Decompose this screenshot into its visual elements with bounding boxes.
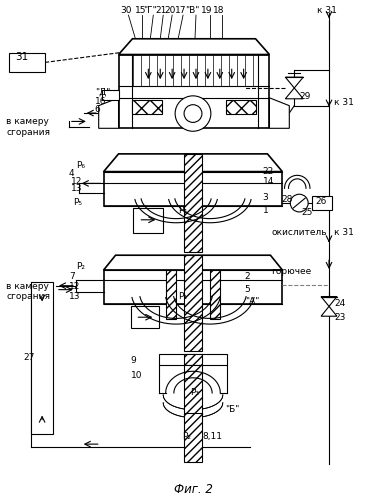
Bar [102, 90, 119, 100]
Text: "Д": "Д" [95, 88, 110, 97]
Text: 26: 26 [315, 197, 327, 206]
Text: 1: 1 [262, 206, 268, 215]
Bar [134, 208, 163, 233]
Text: 13: 13 [69, 292, 80, 300]
Bar [104, 172, 282, 206]
Text: 9: 9 [130, 356, 136, 364]
Polygon shape [285, 77, 303, 88]
Text: 22: 22 [262, 166, 274, 175]
Bar [184, 354, 202, 366]
Text: в камеру
сгорания: в камеру сгорания [6, 282, 50, 301]
Text: 10: 10 [130, 372, 142, 380]
Bar [132, 100, 162, 114]
Text: 4: 4 [69, 168, 74, 177]
Text: к 31: к 31 [317, 6, 337, 16]
Polygon shape [321, 306, 337, 316]
Text: 14: 14 [262, 176, 274, 186]
Bar [184, 366, 202, 414]
Text: "Б": "Б" [225, 405, 239, 414]
Bar [226, 100, 256, 114]
Text: 18: 18 [213, 6, 225, 16]
Polygon shape [269, 98, 289, 128]
Polygon shape [99, 98, 119, 128]
Text: P₁: P₁ [178, 292, 187, 300]
Text: P₃: P₃ [190, 388, 199, 397]
Bar [9, 52, 45, 72]
Polygon shape [119, 39, 269, 54]
Text: 13: 13 [71, 184, 82, 194]
Text: 25: 25 [301, 208, 313, 217]
Text: к 31: к 31 [334, 98, 354, 107]
Bar [159, 354, 227, 366]
Text: 24: 24 [334, 298, 345, 308]
Text: "Г": "Г" [144, 6, 157, 16]
Bar [132, 306, 159, 328]
Bar [184, 154, 202, 252]
Text: 3: 3 [262, 193, 268, 202]
Text: 6: 6 [95, 104, 100, 114]
Circle shape [184, 104, 202, 122]
Text: 17: 17 [175, 6, 187, 16]
Text: горючее: горючее [271, 267, 312, 276]
Text: к 31: к 31 [334, 228, 354, 236]
Text: 12: 12 [69, 282, 80, 291]
Bar [31, 282, 53, 434]
Text: P₂: P₂ [182, 432, 191, 442]
Text: 23: 23 [334, 314, 345, 322]
Text: 31: 31 [15, 52, 29, 62]
Bar [312, 196, 332, 210]
Text: 8,11: 8,11 [202, 432, 222, 442]
Text: 2: 2 [245, 272, 250, 281]
Bar [210, 270, 220, 319]
Polygon shape [285, 88, 303, 99]
Text: "А": "А" [245, 296, 259, 306]
Circle shape [175, 96, 211, 132]
Text: 28: 28 [281, 195, 293, 204]
Polygon shape [104, 154, 282, 172]
Text: "В": "В" [185, 6, 199, 16]
Text: P₄: P₄ [178, 206, 187, 215]
Text: окислитель: окислитель [271, 228, 327, 236]
Bar [184, 412, 202, 462]
Text: Фиг. 2: Фиг. 2 [174, 484, 212, 496]
Circle shape [290, 194, 308, 212]
Text: 29: 29 [299, 92, 311, 101]
Text: 5: 5 [245, 284, 251, 294]
Text: 16: 16 [95, 97, 106, 106]
Bar [184, 255, 202, 350]
Bar [166, 270, 176, 319]
Text: 21: 21 [156, 6, 167, 16]
Text: P₂: P₂ [76, 262, 85, 271]
Polygon shape [104, 255, 282, 270]
Text: 20: 20 [164, 6, 176, 16]
Text: в камеру
сгорания: в камеру сгорания [6, 118, 50, 137]
Text: 15: 15 [135, 6, 146, 16]
Bar [184, 98, 202, 128]
Text: 27: 27 [23, 352, 35, 362]
Text: 30: 30 [121, 6, 132, 16]
Text: 7: 7 [69, 272, 74, 281]
Bar [119, 54, 269, 128]
Text: P₆: P₆ [76, 161, 85, 170]
Text: P₅: P₅ [73, 198, 82, 207]
Text: 12: 12 [71, 176, 82, 186]
Bar [104, 270, 282, 304]
Text: 19: 19 [201, 6, 213, 16]
Polygon shape [321, 296, 337, 306]
